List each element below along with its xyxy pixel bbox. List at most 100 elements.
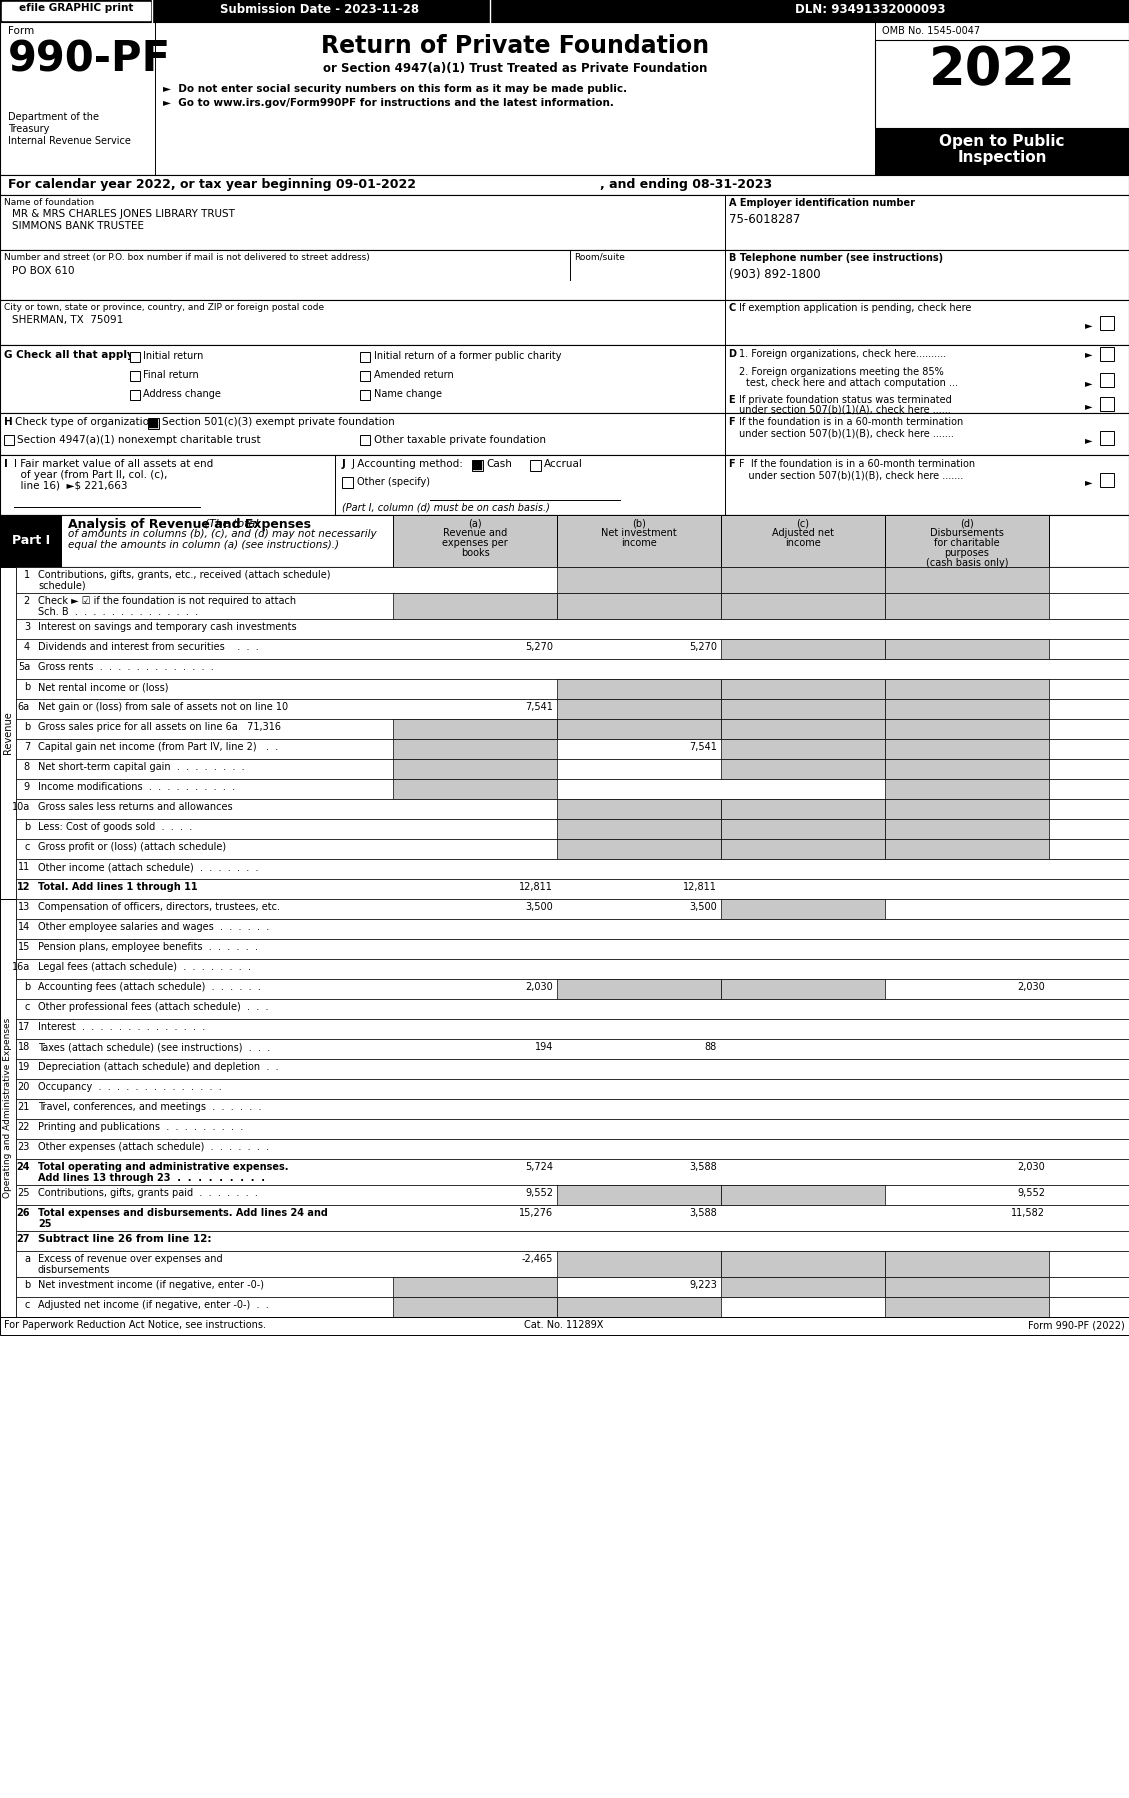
Bar — [721, 593, 885, 619]
Text: 27: 27 — [17, 1233, 30, 1244]
Text: b: b — [24, 1280, 30, 1289]
Text: Income modifications  .  .  .  .  .  .  .  .  .  .: Income modifications . . . . . . . . . . — [38, 782, 235, 791]
Bar — [721, 820, 885, 840]
Text: Name of foundation: Name of foundation — [5, 198, 94, 207]
Bar — [557, 680, 721, 699]
Text: Check type of organization:: Check type of organization: — [15, 417, 159, 426]
Text: 10a: 10a — [11, 802, 30, 813]
Bar — [360, 390, 370, 399]
Bar — [393, 779, 557, 798]
Text: If exemption application is pending, check here: If exemption application is pending, che… — [739, 304, 971, 313]
Bar — [16, 719, 1129, 739]
Bar — [557, 978, 721, 1000]
Text: F  If the foundation is in a 60-month termination: F If the foundation is in a 60-month ter… — [739, 458, 975, 469]
Bar — [16, 1296, 1129, 1316]
Bar — [885, 566, 1049, 593]
Bar — [721, 1277, 885, 1296]
Text: Department of the: Department of the — [8, 111, 99, 122]
Text: Total operating and administrative expenses.: Total operating and administrative expen… — [38, 1162, 289, 1172]
Bar — [16, 779, 1129, 798]
Bar — [393, 739, 557, 759]
Bar — [393, 1277, 557, 1296]
Bar — [473, 460, 482, 469]
Text: Net gain or (loss) from sale of assets not on line 10: Net gain or (loss) from sale of assets n… — [38, 701, 288, 712]
Bar — [557, 593, 721, 619]
Bar — [16, 739, 1129, 759]
Text: 9,552: 9,552 — [1017, 1188, 1045, 1197]
Text: Dividends and interest from securities    .  .  .: Dividends and interest from securities .… — [38, 642, 259, 653]
Bar — [0, 899, 16, 1316]
Text: b: b — [24, 723, 30, 732]
Text: For Paperwork Reduction Act Notice, see instructions.: For Paperwork Reduction Act Notice, see … — [5, 1320, 266, 1331]
Bar — [885, 798, 1049, 820]
Bar — [885, 638, 1049, 660]
Bar — [16, 1232, 1129, 1251]
Bar — [721, 719, 885, 739]
Text: income: income — [621, 538, 657, 548]
Bar — [16, 680, 1129, 699]
Text: ►: ► — [1085, 349, 1093, 360]
Text: Revenue: Revenue — [3, 712, 14, 755]
Text: B Telephone number (see instructions): B Telephone number (see instructions) — [729, 254, 943, 263]
Text: Address change: Address change — [143, 388, 221, 399]
Bar — [875, 40, 1129, 128]
Text: 8: 8 — [24, 762, 30, 771]
Text: Gross sales price for all assets on line 6a   71,316: Gross sales price for all assets on line… — [38, 723, 281, 732]
Bar — [1100, 397, 1114, 412]
Bar — [16, 1118, 1129, 1138]
Text: Taxes (attach schedule) (see instructions)  .  .  .: Taxes (attach schedule) (see instruction… — [38, 1043, 270, 1052]
Bar — [16, 919, 1129, 939]
Text: Open to Public: Open to Public — [939, 135, 1065, 149]
Text: Pension plans, employee benefits  .  .  .  .  .  .: Pension plans, employee benefits . . . .… — [38, 942, 259, 951]
Bar — [885, 514, 1049, 566]
Text: Form 990-PF (2022): Form 990-PF (2022) — [1029, 1320, 1124, 1331]
Bar — [16, 1205, 1129, 1232]
Bar — [0, 514, 62, 566]
Bar — [557, 1296, 721, 1316]
Text: 7,541: 7,541 — [525, 701, 553, 712]
Text: Capital gain net income (from Part IV, line 2)   .  .: Capital gain net income (from Part IV, l… — [38, 743, 278, 752]
Bar — [0, 514, 1129, 566]
Text: c: c — [25, 841, 30, 852]
Bar — [721, 680, 885, 699]
Bar — [16, 1160, 1129, 1185]
Bar — [557, 840, 721, 859]
Text: J Accounting method:: J Accounting method: — [352, 458, 464, 469]
Text: under section 507(b)(1)(A), check here ......: under section 507(b)(1)(A), check here .… — [739, 405, 951, 415]
Bar — [16, 939, 1129, 958]
Bar — [16, 1019, 1129, 1039]
Bar — [16, 1251, 1129, 1277]
Text: PO BOX 610: PO BOX 610 — [12, 266, 75, 277]
Text: Initial return of a former public charity: Initial return of a former public charit… — [374, 351, 561, 361]
Bar — [721, 840, 885, 859]
Text: Net investment: Net investment — [601, 529, 677, 538]
Text: 15: 15 — [18, 942, 30, 951]
Text: 3,588: 3,588 — [689, 1208, 717, 1217]
Bar — [16, 619, 1129, 638]
Bar — [885, 719, 1049, 739]
Text: ►  Do not enter social security numbers on this form as it may be made public.: ► Do not enter social security numbers o… — [163, 85, 627, 93]
Text: 6a: 6a — [18, 701, 30, 712]
Text: Other employee salaries and wages  .  .  .  .  .  .: Other employee salaries and wages . . . … — [38, 922, 269, 931]
Text: ►: ► — [1085, 435, 1093, 444]
Bar — [721, 978, 885, 1000]
Text: Excess of revenue over expenses and: Excess of revenue over expenses and — [38, 1253, 222, 1264]
Bar — [885, 820, 1049, 840]
Text: Other expenses (attach schedule)  .  .  .  .  .  .  .: Other expenses (attach schedule) . . . .… — [38, 1142, 269, 1153]
Bar — [721, 699, 885, 719]
Text: (d): (d) — [960, 518, 974, 529]
Bar — [16, 1059, 1129, 1079]
Bar — [0, 0, 1129, 22]
Bar — [0, 174, 1129, 194]
Text: c: c — [25, 1300, 30, 1311]
Text: test, check here and attach computation ...: test, check here and attach computation … — [746, 378, 959, 388]
Bar — [885, 699, 1049, 719]
Bar — [557, 514, 721, 566]
Text: c: c — [25, 1001, 30, 1012]
Text: Net short-term capital gain  .  .  .  .  .  .  .  .: Net short-term capital gain . . . . . . … — [38, 762, 245, 771]
Text: Gross profit or (loss) (attach schedule): Gross profit or (loss) (attach schedule) — [38, 841, 226, 852]
Text: 2,030: 2,030 — [1017, 982, 1045, 992]
Text: Disbursements: Disbursements — [930, 529, 1004, 538]
Text: Amended return: Amended return — [374, 370, 454, 379]
Bar — [721, 514, 885, 566]
